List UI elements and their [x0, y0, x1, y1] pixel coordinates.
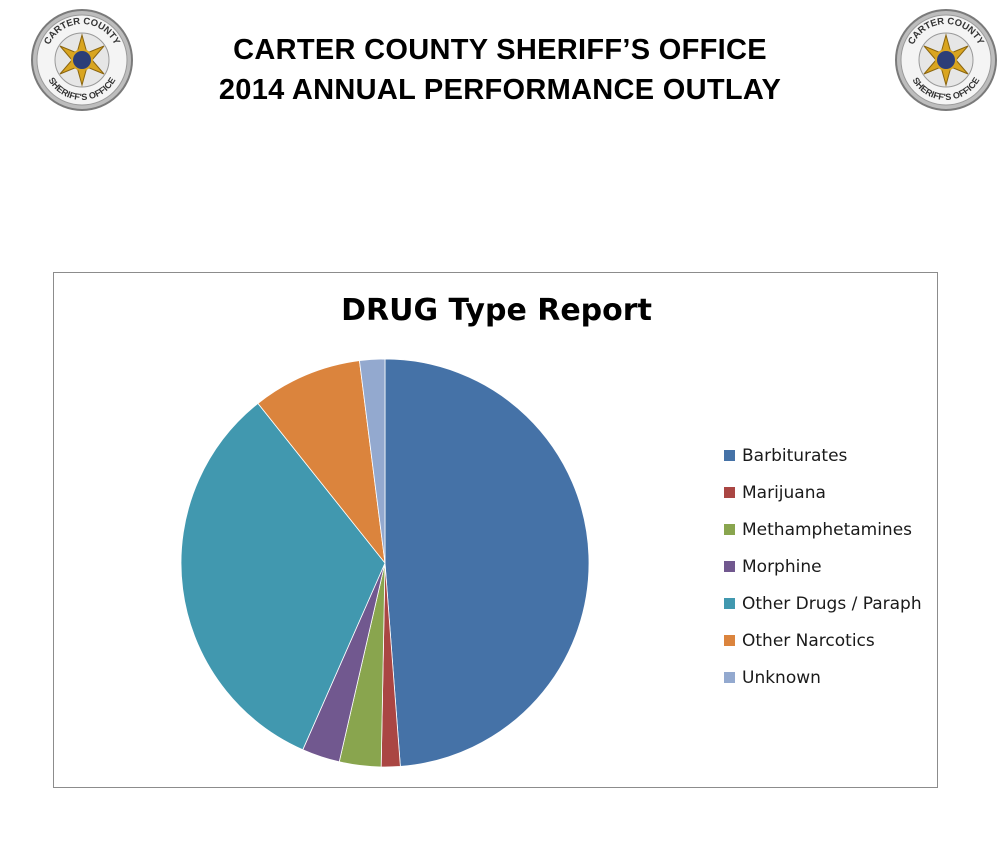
chart-legend: Barbiturates Marijuana Methamphetamines Mor… — [724, 437, 922, 696]
pie-slice-other-drugs-paraph — [180, 402, 386, 751]
legend-label: Other Drugs / Paraph — [742, 593, 922, 614]
legend-label: Methamphetamines — [742, 519, 913, 540]
legend-item: Methamphetamines — [724, 511, 922, 548]
legend-label: Barbiturates — [742, 445, 848, 466]
legend-swatch — [724, 635, 735, 646]
legend-label: Marijuana — [742, 482, 826, 503]
legend-label: Morphine — [742, 556, 822, 577]
pie-slice-barbiturates — [384, 358, 590, 767]
report-header: CARTER COUNTY SHERIFF’S OFFICE 2014 ANNU… — [0, 30, 1000, 110]
legend-swatch — [724, 487, 735, 498]
sheriff-badge-right: CARTER COUNTY SHERIFF'S OFFICE — [895, 9, 997, 111]
legend-swatch — [724, 672, 735, 683]
legend-item: Marijuana — [724, 474, 922, 511]
legend-item: Morphine — [724, 548, 922, 585]
legend-swatch — [724, 561, 735, 572]
legend-item: Other Drugs / Paraph — [724, 585, 922, 622]
sheriff-badge-left: CARTER COUNTY SHERIFF'S OFFICE — [31, 9, 133, 111]
legend-item: Unknown — [724, 659, 922, 696]
pie-slice-unknown — [358, 358, 386, 564]
legend-label: Other Narcotics — [742, 630, 875, 651]
chart-title: DRUG Type Report — [341, 293, 652, 328]
legend-swatch — [724, 524, 735, 535]
chart-frame: DRUG Type Report Barbiturates Marijuana Me… — [53, 272, 938, 788]
legend-item: Other Narcotics — [724, 622, 922, 659]
pie-slice-other-narcotics — [257, 360, 386, 565]
pie-chart — [180, 358, 590, 768]
legend-item: Barbiturates — [724, 437, 922, 474]
header-line-1: CARTER COUNTY SHERIFF’S OFFICE — [233, 34, 767, 66]
legend-swatch — [724, 598, 735, 609]
header-line-2: 2014 ANNUAL PERFORMANCE OUTLAY — [218, 74, 782, 106]
legend-swatch — [724, 450, 735, 461]
legend-label: Unknown — [742, 667, 821, 688]
